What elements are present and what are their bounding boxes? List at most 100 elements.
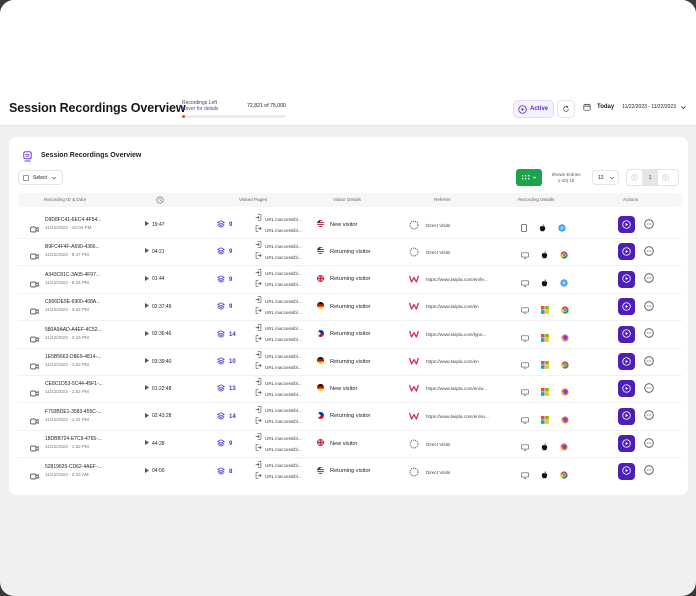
col-recording[interactable]: Recording ID & Date [44,197,87,202]
clock-icon[interactable] [156,196,164,204]
date-picker[interactable]: Today 11/22/2023 - 11/22/2023 [583,103,687,111]
entry-url[interactable]: URL inaccessibl... [265,216,302,222]
play-recording-button[interactable] [618,380,635,398]
more-actions-button[interactable] [640,408,657,425]
next-page-button[interactable] [658,170,673,185]
exit-url[interactable]: URL inaccessibl... [265,227,302,233]
entry-url[interactable]: URL inaccessibl... [265,353,302,359]
hover-details-link[interactable]: Hover for details [182,106,219,112]
col-recording-details[interactable]: Recording Details [518,197,555,202]
play-recording-button[interactable] [618,243,635,261]
referrer-text[interactable]: Direct Visits [426,250,451,256]
table-row[interactable]: D9D8FC41-6EC4-4F54... 11/22/2023 - 10:04… [18,211,682,239]
exit-url[interactable]: URL inaccessibl... [265,419,302,425]
play-recording-button[interactable] [618,462,635,480]
recording-id[interactable]: 52819625-CD62-4AEF-... [45,463,102,470]
col-referrer[interactable]: Referrer [434,197,451,202]
select-dropdown[interactable]: Select [18,170,63,185]
referrer-text[interactable]: https://www.twipla.com/en [426,304,479,310]
col-visitor-details[interactable]: Visitor Details [333,197,361,202]
play-recording-button[interactable] [618,216,635,233]
visited-pages-count[interactable]: 9 [216,220,233,230]
table-row[interactable]: 18DBB724-E7C9-4765-... 11/22/2023 - 1:52… [18,430,682,459]
more-actions-button[interactable] [640,380,657,397]
entry-url[interactable]: URL inaccessibl... [265,463,302,469]
exit-url[interactable]: URL inaccessibl... [265,446,302,452]
recording-id[interactable]: B9FC4F4F-A690-4366... [45,244,100,251]
recording-id[interactable]: C666DE5E-6900-468A... [45,299,101,306]
visited-pages-count[interactable]: 14 [216,412,236,422]
table-row[interactable]: F793BDE1-3583-455C-... 11/22/2023 - 1:41… [18,403,682,431]
exit-url[interactable]: URL inaccessibl... [265,391,302,397]
visited-pages-count[interactable]: 13 [216,384,236,394]
more-actions-button[interactable] [640,353,657,370]
referrer-text[interactable]: https://www.twipla.com/en/w... [426,386,488,392]
play-recording-button[interactable] [618,353,635,370]
table-row[interactable]: 52819625-CD62-4AEF-... 11/22/2023 - 2:22… [18,458,682,485]
visited-pages-count[interactable]: 9 [216,439,232,449]
recording-id[interactable]: CE8C1D53-5C44-45F1-... [45,381,103,388]
recordings-left-info[interactable]: Recordings Left Hover for details [182,100,287,112]
play-recording-button[interactable] [618,407,635,425]
entry-url[interactable]: URL inaccessibl... [265,326,302,332]
table-row[interactable]: CE8C1D53-5C44-45F1-... 11/22/2023 - 1:52… [18,375,682,404]
more-actions-button[interactable] [640,463,657,480]
refresh-button[interactable] [557,100,575,118]
more-actions-button[interactable] [640,243,657,260]
recording-id[interactable]: F793BDE1-3583-455C-... [45,408,102,415]
table-row[interactable]: 580A9AAD-A4EF-4C52... 11/22/2023 - 2:16 … [18,321,682,349]
recording-id[interactable]: D9D8FC41-6EC4-4F54... [45,217,102,223]
table-row[interactable]: B9FC4F4F-A690-4366... 11/22/2023 - 9:47 … [18,238,682,267]
recording-id[interactable]: A343C81C-3A05-4F97... [45,271,101,278]
table-row[interactable]: 1E5B5662-D8E9-4814-... 11/22/2023 - 1:52… [18,348,682,376]
prev-page-button[interactable] [627,170,642,185]
entry-url[interactable]: URL inaccessibl... [265,408,302,414]
visited-pages-count[interactable]: 14 [216,329,236,340]
referrer-text[interactable]: Direct Visits [426,442,451,448]
pages-value: 9 [229,222,233,228]
recording-id[interactable]: 18DBB724-E7C9-4765-... [45,436,102,443]
entry-url[interactable]: URL inaccessibl... [265,298,302,304]
entry-url[interactable]: URL inaccessibl... [265,435,302,441]
referrer-text[interactable]: Direct Visits [426,223,451,228]
more-actions-button[interactable] [640,271,657,288]
per-page-select[interactable]: 12 [592,170,619,185]
entry-url[interactable]: URL inaccessibl... [265,271,302,277]
entry-url[interactable]: URL inaccessibl... [265,380,302,386]
visited-pages-count[interactable]: 9 [216,275,232,285]
exit-url[interactable]: URL inaccessibl... [265,309,302,315]
column-settings-button[interactable] [516,169,542,186]
recording-id[interactable]: 1E5B5662-D8E9-4814-... [45,354,102,360]
visited-pages-count[interactable]: 8 [216,466,232,477]
col-visited-pages[interactable]: Visited Pages [239,197,268,202]
play-recording-button[interactable] [618,325,635,343]
more-actions-button[interactable] [640,216,657,233]
referrer-text[interactable]: https://www.twipla.com/en/su... [426,413,489,419]
more-actions-button[interactable] [640,326,657,343]
active-button[interactable]: Active [513,100,554,118]
exit-url[interactable]: URL inaccessibl... [265,364,302,370]
exit-url[interactable]: URL inaccessibl... [265,254,302,260]
more-actions-button[interactable] [640,298,657,315]
referrer-text[interactable]: Direct Visits [426,469,451,475]
more-actions-button[interactable] [640,435,657,452]
visited-pages-count[interactable]: 10 [216,357,236,367]
visitor-type: Returning visitor [330,331,371,338]
select-checkbox[interactable] [23,174,29,181]
entry-url[interactable]: URL inaccessibl... [265,243,302,249]
play-recording-button[interactable] [618,270,635,288]
referrer-text[interactable]: https://www.twipla.com/en/fe... [426,276,488,282]
play-recording-button[interactable] [618,298,635,316]
exit-url[interactable]: URL inaccessibl... [265,337,302,343]
referrer-text[interactable]: https://www.twipla.com/en [426,359,479,364]
play-recording-button[interactable] [618,435,635,453]
table-row[interactable]: C666DE5E-6900-468A... 11/22/2023 - 3:42 … [18,293,682,322]
exit-url[interactable]: URL inaccessibl... [265,282,302,288]
visited-pages-count[interactable]: 9 [216,302,232,312]
referrer-text[interactable]: https://www.twipla.com/typo... [426,331,487,337]
visited-pages-count[interactable]: 9 [216,247,232,257]
exit-url[interactable]: URL inaccessibl... [265,474,302,480]
recording-id[interactable]: 580A9AAD-A4EF-4C52... [45,326,102,333]
table-row[interactable]: A343C81C-3A05-4F97... 11/22/2023 - 8:24 … [18,266,682,294]
page-number[interactable]: 1 [642,170,658,185]
